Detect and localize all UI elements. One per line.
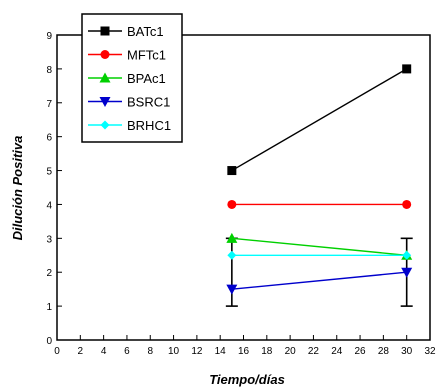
legend-label-batc1: BATc1 [127,24,164,39]
y-tick-label: 5 [46,167,52,178]
legend-label-bsrc1: BSRC1 [127,95,170,110]
data-point-bsrc1 [226,284,238,295]
data-point-batc1 [227,166,237,176]
legend: BATc1 MFTc1 BPAc1 BSRC1 BRHC1 [81,13,183,143]
series-lines [231,68,408,290]
data-point-batc1 [402,64,412,74]
x-axis-title: Tiempo/días [209,372,285,387]
x-tick-label: 8 [147,346,153,357]
legend-label-bpac1: BPAc1 [127,71,166,86]
y-tick-label: 2 [46,268,52,279]
x-tick-label: 2 [78,346,84,357]
y-tick-label: 0 [46,336,52,347]
x-tick-label: 22 [308,346,320,357]
y-tick-label: 7 [46,99,52,110]
x-tick-label: 20 [285,346,297,357]
legend-marker-mftc1 [100,50,110,59]
y-tick-label: 9 [46,31,52,42]
y-tick-label: 1 [46,302,52,313]
x-tick-label: 10 [168,346,180,357]
series-line-bpac1 [231,237,407,256]
x-tick-label: 0 [54,346,60,357]
error-bars [225,237,413,307]
data-point-bsrc1 [401,267,413,278]
data-point-mftc1 [402,199,412,209]
legend-marker-batc1 [100,26,110,36]
y-tick-label: 6 [46,133,52,144]
legend-box [81,13,183,143]
series-line-batc1 [231,68,408,172]
x-tick-label: 14 [215,346,227,357]
x-tick-label: 18 [261,346,273,357]
x-tick-label: 30 [401,346,413,357]
data-point-bpac1 [226,232,238,243]
y-tick-label: 8 [46,65,52,76]
data-point-brhc1 [402,250,412,260]
y-tick-label: 4 [46,200,52,211]
legend-label-mftc1: MFTc1 [127,48,166,63]
series-markers [226,64,413,295]
data-point-brhc1 [227,250,237,260]
x-tick-label: 24 [331,346,343,357]
x-axis-ticks: 0 2 4 6 8 10 12 14 16 18 20 22 24 26 28 30 32 [54,335,436,357]
x-tick-label: 16 [238,346,250,357]
y-tick-label: 3 [46,234,52,245]
legend-marker-bsrc1 [99,97,111,107]
x-tick-label: 6 [124,346,130,357]
y-axis-title: Dilución Positiva [10,136,25,241]
x-tick-label: 26 [355,346,367,357]
x-tick-label: 4 [101,346,107,357]
x-tick-label: 28 [378,346,390,357]
legend-marker-brhc1 [100,120,110,130]
x-tick-label: 12 [191,346,203,357]
x-tick-label: 32 [424,346,436,357]
legend-marker-bpac1 [99,72,111,83]
data-point-mftc1 [227,199,237,209]
y-axis-ticks: 0 1 2 3 4 5 6 7 8 9 [46,31,62,347]
series-line-bsrc1 [231,271,407,290]
legend-label-brhc1: BRHC1 [127,118,171,133]
